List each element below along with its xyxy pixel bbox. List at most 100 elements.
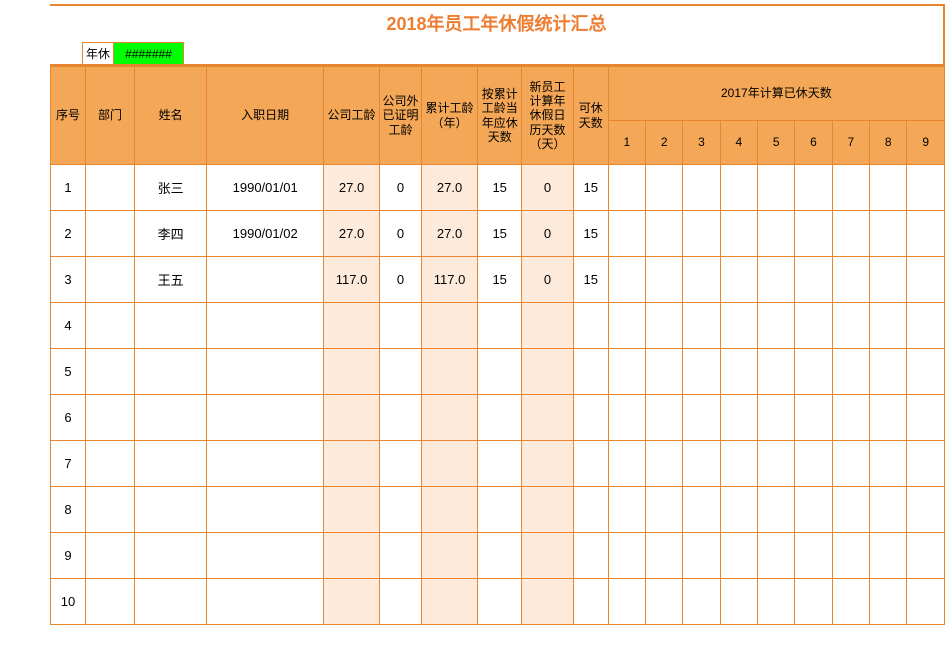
cell-name[interactable]: [135, 487, 207, 533]
cell-month-2[interactable]: [646, 257, 683, 303]
cell-dept[interactable]: [86, 257, 135, 303]
cell-month-2[interactable]: [646, 441, 683, 487]
cell-total_age[interactable]: [422, 349, 478, 395]
cell-month-7[interactable]: [832, 211, 869, 257]
cell-month-4[interactable]: [720, 165, 757, 211]
cell-month-5[interactable]: [758, 487, 795, 533]
cell-external_age[interactable]: [380, 487, 422, 533]
cell-name[interactable]: 王五: [135, 257, 207, 303]
cell-month-8[interactable]: [870, 487, 907, 533]
cell-name[interactable]: [135, 395, 207, 441]
cell-month-8[interactable]: [870, 533, 907, 579]
cell-avail_days[interactable]: [573, 349, 608, 395]
cell-hire[interactable]: [207, 257, 324, 303]
cell-dept[interactable]: [86, 211, 135, 257]
cell-month-6[interactable]: [795, 533, 832, 579]
cell-external_age[interactable]: [380, 349, 422, 395]
cell-month-2[interactable]: [646, 211, 683, 257]
cell-month-9[interactable]: [907, 533, 945, 579]
cell-name[interactable]: [135, 303, 207, 349]
cell-month-3[interactable]: [683, 441, 720, 487]
cell-month-5[interactable]: [758, 533, 795, 579]
cell-due_days[interactable]: [478, 349, 522, 395]
cell-month-6[interactable]: [795, 165, 832, 211]
cell-company_age[interactable]: [324, 395, 380, 441]
cell-month-9[interactable]: [907, 165, 945, 211]
cell-month-4[interactable]: [720, 487, 757, 533]
cell-seq[interactable]: 10: [51, 579, 86, 625]
cell-avail_days[interactable]: [573, 579, 608, 625]
cell-month-1[interactable]: [608, 579, 645, 625]
cell-month-7[interactable]: [832, 303, 869, 349]
cell-new_emp_days[interactable]: 0: [522, 211, 573, 257]
cell-month-5[interactable]: [758, 257, 795, 303]
cell-name[interactable]: 李四: [135, 211, 207, 257]
cell-month-8[interactable]: [870, 165, 907, 211]
cell-month-6[interactable]: [795, 257, 832, 303]
cell-seq[interactable]: 2: [51, 211, 86, 257]
cell-new_emp_days[interactable]: [522, 395, 573, 441]
cell-month-8[interactable]: [870, 211, 907, 257]
cell-hire[interactable]: [207, 349, 324, 395]
cell-new_emp_days[interactable]: [522, 349, 573, 395]
cell-month-9[interactable]: [907, 303, 945, 349]
cell-due_days[interactable]: 15: [478, 165, 522, 211]
cell-seq[interactable]: 5: [51, 349, 86, 395]
cell-dept[interactable]: [86, 441, 135, 487]
cell-month-4[interactable]: [720, 579, 757, 625]
cell-month-3[interactable]: [683, 487, 720, 533]
cell-dept[interactable]: [86, 579, 135, 625]
cell-company_age[interactable]: [324, 487, 380, 533]
cell-seq[interactable]: 3: [51, 257, 86, 303]
cell-month-2[interactable]: [646, 349, 683, 395]
cell-month-3[interactable]: [683, 211, 720, 257]
cell-seq[interactable]: 4: [51, 303, 86, 349]
cell-hire[interactable]: [207, 303, 324, 349]
cell-month-5[interactable]: [758, 395, 795, 441]
cell-due_days[interactable]: [478, 441, 522, 487]
cell-month-9[interactable]: [907, 579, 945, 625]
cell-month-3[interactable]: [683, 395, 720, 441]
cell-new_emp_days[interactable]: [522, 579, 573, 625]
cell-new_emp_days[interactable]: [522, 487, 573, 533]
cell-month-2[interactable]: [646, 303, 683, 349]
cell-month-8[interactable]: [870, 257, 907, 303]
cell-hire[interactable]: [207, 579, 324, 625]
cell-month-9[interactable]: [907, 349, 945, 395]
cell-name[interactable]: 张三: [135, 165, 207, 211]
cell-month-6[interactable]: [795, 303, 832, 349]
cell-month-1[interactable]: [608, 395, 645, 441]
cell-month-9[interactable]: [907, 257, 945, 303]
cell-month-6[interactable]: [795, 211, 832, 257]
cell-due_days[interactable]: [478, 487, 522, 533]
cell-total_age[interactable]: [422, 579, 478, 625]
cell-seq[interactable]: 8: [51, 487, 86, 533]
cell-total_age[interactable]: [422, 395, 478, 441]
cell-month-9[interactable]: [907, 395, 945, 441]
cell-hire[interactable]: [207, 487, 324, 533]
cell-avail_days[interactable]: 15: [573, 165, 608, 211]
cell-month-2[interactable]: [646, 579, 683, 625]
cell-month-1[interactable]: [608, 165, 645, 211]
cell-external_age[interactable]: [380, 303, 422, 349]
cell-external_age[interactable]: 0: [380, 211, 422, 257]
cell-dept[interactable]: [86, 533, 135, 579]
cell-month-4[interactable]: [720, 395, 757, 441]
cell-month-1[interactable]: [608, 303, 645, 349]
cell-month-6[interactable]: [795, 441, 832, 487]
cell-new_emp_days[interactable]: 0: [522, 257, 573, 303]
cell-external_age[interactable]: 0: [380, 165, 422, 211]
cell-dept[interactable]: [86, 349, 135, 395]
cell-month-8[interactable]: [870, 441, 907, 487]
cell-month-4[interactable]: [720, 211, 757, 257]
cell-name[interactable]: [135, 349, 207, 395]
cell-due_days[interactable]: [478, 395, 522, 441]
cell-month-1[interactable]: [608, 441, 645, 487]
cell-month-5[interactable]: [758, 441, 795, 487]
cell-total_age[interactable]: [422, 487, 478, 533]
cell-external_age[interactable]: [380, 441, 422, 487]
cell-due_days[interactable]: [478, 303, 522, 349]
cell-month-9[interactable]: [907, 487, 945, 533]
cell-month-6[interactable]: [795, 395, 832, 441]
cell-month-7[interactable]: [832, 395, 869, 441]
